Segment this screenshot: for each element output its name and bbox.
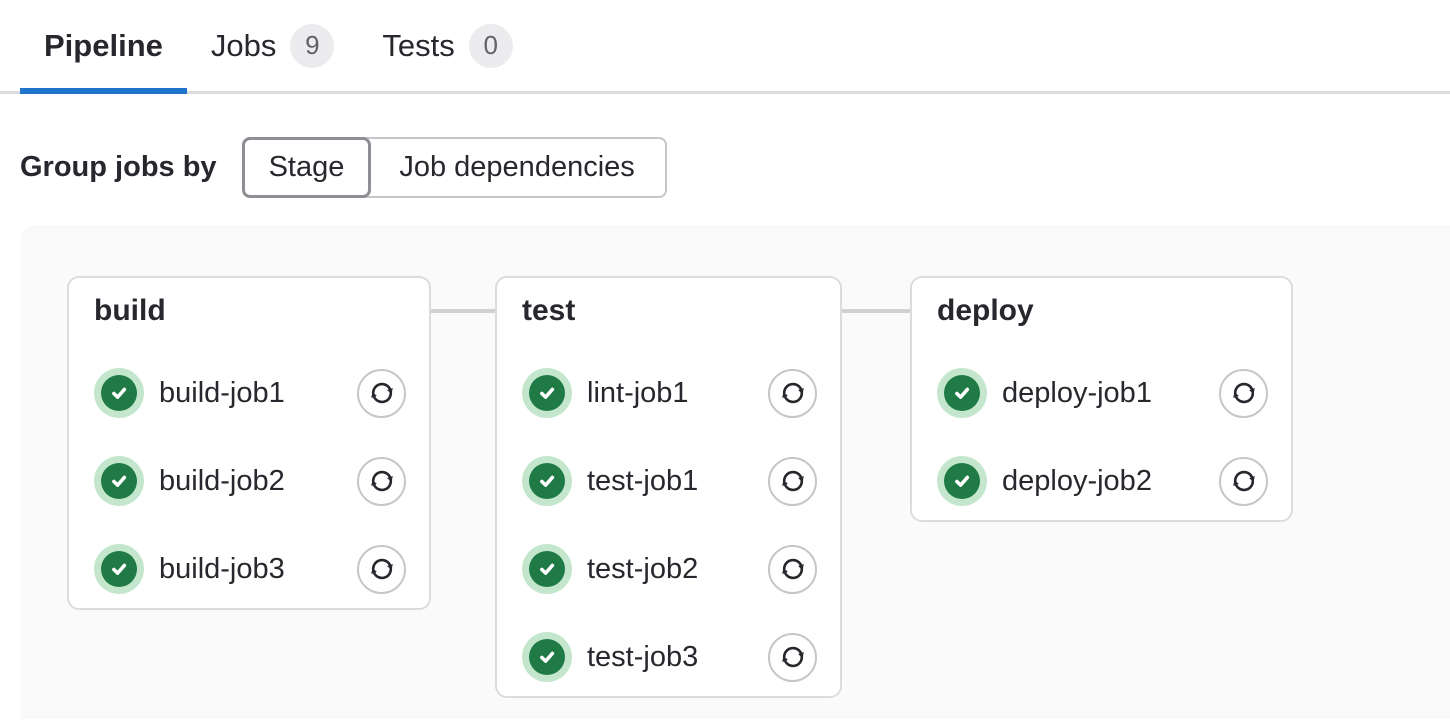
retry-icon [781, 470, 804, 492]
tab-pipeline[interactable]: Pipeline [20, 0, 187, 94]
status-success-check-circle-icon [937, 368, 987, 418]
status-success-check-circle-icon [94, 368, 144, 418]
job-name-link: deploy-job1 [1002, 376, 1152, 409]
job-row[interactable]: build-job1 [94, 368, 406, 418]
group-by-stage-button[interactable]: Stage [241, 137, 372, 198]
retry-icon [1232, 470, 1255, 492]
retry-job-button[interactable] [357, 368, 406, 418]
tab-tests-label: Tests [382, 27, 455, 63]
retry-job-button[interactable] [768, 632, 817, 682]
status-success-check-circle-icon [522, 544, 572, 594]
job-name-link: build-job3 [159, 552, 285, 585]
retry-job-button[interactable] [768, 544, 817, 594]
status-success-check-circle-icon [937, 456, 987, 506]
tests-count-badge: 0 [468, 23, 513, 68]
job-row[interactable]: build-job2 [94, 456, 406, 506]
status-success-check-circle-icon [522, 456, 572, 506]
tab-tests[interactable]: Tests 0 [358, 0, 536, 91]
retry-job-button[interactable] [357, 544, 406, 594]
retry-job-button[interactable] [1219, 456, 1268, 506]
retry-icon [781, 646, 804, 668]
jobs-count-badge: 9 [290, 23, 335, 68]
job-name-link: deploy-job2 [1002, 464, 1152, 497]
job-row[interactable]: deploy-job1 [937, 368, 1268, 418]
stage-title: deploy [937, 294, 1034, 327]
job-name-link: test-job3 [587, 640, 699, 673]
status-success-check-circle-icon [94, 544, 144, 594]
retry-icon [370, 558, 393, 580]
retry-job-button[interactable] [768, 456, 817, 506]
retry-job-button[interactable] [357, 456, 406, 506]
status-success-check-circle-icon [522, 632, 572, 682]
group-by-segmented-control: Stage Job dependencies [241, 137, 667, 198]
retry-job-button[interactable] [768, 368, 817, 418]
stage-title: test [522, 294, 576, 327]
job-row[interactable]: test-job1 [522, 456, 817, 506]
stage-connector-line [431, 309, 495, 313]
group-by-dependencies-button[interactable]: Job dependencies [369, 139, 665, 196]
job-name-link: build-job2 [159, 464, 285, 497]
stage-title: build [94, 294, 166, 327]
tab-pipeline-label: Pipeline [44, 27, 163, 63]
retry-icon [781, 558, 804, 580]
tab-jobs[interactable]: Jobs 9 [187, 0, 358, 91]
status-success-check-circle-icon [522, 368, 572, 418]
stage-connector-line [842, 309, 910, 313]
stage-card-test: test lint-job1 test-job1 test-job2 test-… [495, 276, 842, 698]
tab-jobs-label: Jobs [210, 27, 277, 63]
group-jobs-by-label: Group jobs by [20, 151, 217, 183]
retry-icon [370, 470, 393, 492]
job-row[interactable]: lint-job1 [522, 368, 817, 418]
status-success-check-circle-icon [94, 456, 144, 506]
job-name-link: test-job1 [587, 464, 699, 497]
stage-card-deploy: deploy deploy-job1 deploy-job2 [910, 276, 1293, 522]
job-name-link: lint-job1 [587, 376, 689, 409]
pipeline-graph-panel: build build-job1 build-job2 build-job3 t… [20, 225, 1450, 719]
job-row[interactable]: build-job3 [94, 544, 406, 594]
job-name-link: build-job1 [159, 376, 285, 409]
retry-icon [1232, 382, 1255, 404]
retry-icon [370, 382, 393, 404]
stage-card-build: build build-job1 build-job2 build-job3 [67, 276, 431, 610]
job-row[interactable]: test-job2 [522, 544, 817, 594]
job-row[interactable]: test-job3 [522, 632, 817, 682]
pipeline-tab-bar: Pipeline Jobs 9 Tests 0 [0, 0, 1450, 94]
group-jobs-controls: Group jobs by Stage Job dependencies [20, 137, 1450, 198]
job-row[interactable]: deploy-job2 [937, 456, 1268, 506]
retry-job-button[interactable] [1219, 368, 1268, 418]
job-name-link: test-job2 [587, 552, 699, 585]
retry-icon [781, 382, 804, 404]
